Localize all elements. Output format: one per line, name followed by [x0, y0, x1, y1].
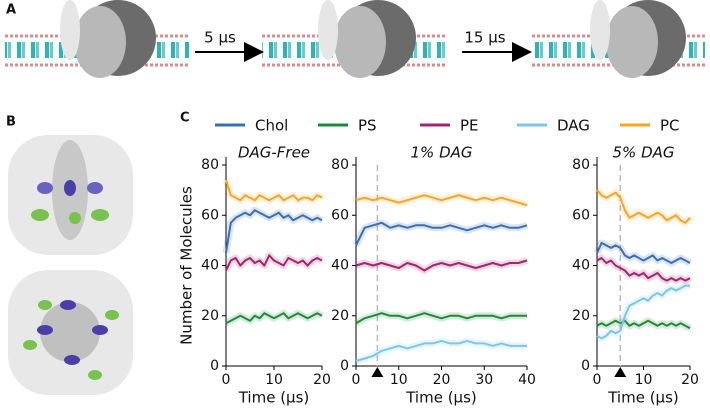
series-line — [596, 241, 691, 264]
protein-top-view — [8, 135, 133, 255]
legend-label: PS — [358, 117, 377, 135]
x-tick-label: 10 — [390, 372, 408, 388]
series-line — [355, 221, 528, 246]
x-tick-label: 10 — [265, 372, 283, 388]
charts: 0 20 40 60 80 0 10 20 DAG-Free Time (µs) Number of… — [178, 117, 699, 407]
legend-label: PC — [660, 117, 680, 135]
series-line — [225, 209, 323, 254]
y-tick-label: 80 — [572, 157, 590, 173]
legend-label: Chol — [255, 117, 288, 135]
y-tick-label: 60 — [331, 207, 349, 223]
series-band — [222, 251, 324, 273]
y-tick-label: 0 — [340, 358, 349, 374]
series-line — [596, 319, 691, 330]
chart-title: DAG-Free — [238, 144, 310, 162]
x-axis-label: Time (µs) — [607, 389, 679, 407]
y-axis-label: Number of Molecules — [178, 186, 196, 345]
y-tick-label: 40 — [331, 258, 349, 274]
y-tick-label: 20 — [572, 308, 590, 324]
chart-title: 1% DAG — [411, 144, 473, 162]
series-line — [355, 339, 527, 362]
x-tick-label: 0 — [222, 372, 231, 388]
membrane-snapshot — [532, 0, 705, 78]
series-line — [225, 254, 323, 271]
chart-title: 5% DAG — [613, 144, 675, 162]
y-tick-label: 40 — [201, 258, 219, 274]
y-tick-label: 0 — [210, 358, 219, 374]
x-tick-label: 40 — [518, 372, 536, 388]
legend-label: PE — [460, 117, 479, 135]
x-tick-label: 30 — [475, 372, 493, 388]
panel-label: C — [180, 111, 190, 126]
series-band — [595, 317, 692, 332]
x-tick-label: 0 — [593, 372, 602, 388]
legend-label: DAG — [557, 117, 590, 135]
y-tick-label: 60 — [201, 207, 219, 223]
x-axis-label: Time (µs) — [238, 389, 310, 407]
series-line — [355, 259, 528, 272]
series-line — [355, 194, 528, 207]
series-line — [596, 189, 691, 224]
series-line — [225, 179, 323, 202]
y-tick-label: 40 — [572, 258, 590, 274]
panel-label: B — [6, 115, 16, 130]
arrow-label: 15 µs — [464, 29, 505, 47]
y-tick-label: 80 — [331, 157, 349, 173]
x-tick-label: 20 — [433, 372, 451, 388]
event-marker — [614, 367, 627, 377]
arrow-label: 5 µs — [204, 29, 236, 47]
protein-side-view — [8, 270, 133, 395]
x-tick-label: 0 — [352, 372, 361, 388]
y-tick-label: 20 — [201, 308, 219, 324]
x-tick-label: 20 — [313, 372, 331, 388]
y-tick-label: 0 — [581, 358, 590, 374]
panel-label: A — [6, 3, 16, 18]
event-marker — [371, 367, 384, 377]
x-axis-label: Time (µs) — [405, 389, 477, 407]
x-tick-label: 10 — [635, 372, 653, 388]
y-tick-label: 60 — [572, 207, 590, 223]
series-line — [225, 312, 323, 325]
membrane-snapshot — [5, 0, 190, 78]
membrane-snapshot — [262, 0, 445, 78]
series-line — [596, 257, 691, 282]
series-band — [222, 206, 324, 254]
x-tick-label: 20 — [681, 372, 699, 388]
y-tick-label: 20 — [331, 308, 349, 324]
series-line — [355, 312, 527, 325]
series-line — [596, 284, 690, 340]
y-tick-label: 80 — [201, 157, 219, 173]
